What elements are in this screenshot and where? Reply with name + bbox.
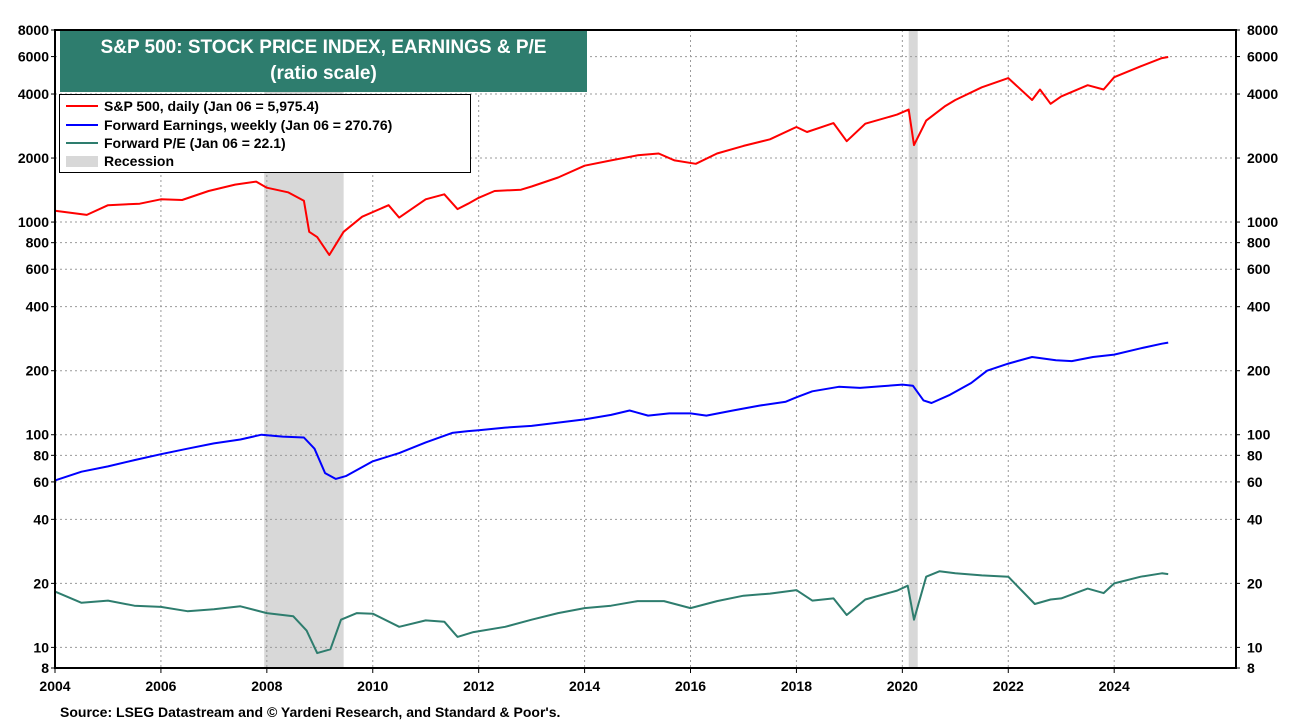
y-tick-label-right-1000: 1000 [1247,214,1278,230]
y-tick-label-right-400: 400 [1247,299,1271,315]
legend-entry-forward-earnings: Forward Earnings, weekly (Jan 06 = 270.7… [66,116,392,134]
y-tick-label-left-600: 600 [26,261,50,277]
x-tick-label-2006: 2006 [145,678,176,694]
legend-label-forward-earnings: Forward Earnings, weekly (Jan 06 = 270.7… [104,117,393,133]
legend-label-sp500: S&P 500, daily (Jan 06 = 5,975.4) [104,98,319,114]
sp500-line [54,56,1169,256]
y-tick-label-left-60: 60 [33,474,49,490]
y-tick-label-right-600: 600 [1247,261,1271,277]
y-tick-label-left-4000: 4000 [18,86,49,102]
source-note: Source: LSEG Datastream and © Yardeni Re… [60,704,561,720]
y-tick-label-right-6000: 6000 [1247,49,1278,65]
y-tick-label-left-100: 100 [26,427,50,443]
x-tick-label-2016: 2016 [675,678,706,694]
y-axis-right-ticks: 8 10 20 40 60 80 100 200 400 600 800 1000 2000 4000 60… [1236,22,1278,676]
y-tick-label-left-2000: 2000 [18,150,49,166]
legend-swatch-forward-pe [66,142,98,144]
y-tick-label-right-800: 800 [1247,235,1271,251]
chart-title-box: S&P 500: STOCK PRICE INDEX, EARNINGS & P… [60,31,587,92]
y-tick-label-right-40: 40 [1247,511,1263,527]
chart-subtitle: (ratio scale) [270,63,377,84]
y-tick-label-left-10: 10 [33,639,49,655]
forward-pe-line [54,570,1169,655]
y-tick-label-right-2000: 2000 [1247,150,1278,166]
y-tick-label-left-400: 400 [26,299,50,315]
recession-band-1 [908,30,918,668]
x-tick-label-2014: 2014 [569,678,600,694]
legend-entry-forward-pe: Forward P/E (Jan 06 = 22.1) [66,134,286,152]
y-tick-label-left-1000: 1000 [18,214,49,230]
y-tick-label-right-100: 100 [1247,427,1271,443]
x-tick-label-2008: 2008 [251,678,282,694]
y-axis-left-ticks: 8 10 20 40 60 80 100 200 400 600 800 1000 2000 4000 60… [18,22,55,676]
y-tick-label-right-200: 200 [1247,363,1271,379]
y-tick-label-left-80: 80 [33,447,49,463]
legend-label-recession: Recession [104,153,175,169]
x-tick-label-2018: 2018 [781,678,812,694]
legend-entry-sp500: S&P 500, daily (Jan 06 = 5,975.4) [66,97,319,115]
x-tick-label-2022: 2022 [993,678,1024,694]
y-tick-label-right-20: 20 [1247,575,1263,591]
plot-frame [54,29,1237,669]
legend-swatch-sp500 [66,105,98,107]
y-tick-label-left-6000: 6000 [18,49,49,65]
x-tick-label-2020: 2020 [887,678,918,694]
chart-title: S&P 500: STOCK PRICE INDEX, EARNINGS & P… [100,37,547,58]
y-tick-label-right-80: 80 [1247,447,1263,463]
legend-swatch-recession [66,155,98,167]
x-tick-label-2024: 2024 [1099,678,1130,694]
x-tick-label-2012: 2012 [463,678,494,694]
x-tick-label-2004: 2004 [39,678,70,694]
y-tick-label-left-8000: 8000 [18,22,49,38]
y-tick-label-left-200: 200 [26,363,50,379]
legend-swatch-forward-earnings [66,124,98,126]
y-tick-label-left-8: 8 [41,660,49,676]
x-tick-label-2010: 2010 [357,678,388,694]
y-tick-label-right-4000: 4000 [1247,86,1278,102]
x-axis-ticks: 2004 2006 2008 2010 2012 2014 2016 2018 2020 2022… [39,668,1130,694]
y-tick-label-right-8: 8 [1247,660,1255,676]
legend: S&P 500, daily (Jan 06 = 5,975.4) Forwar… [59,94,471,173]
y-tick-label-left-800: 800 [26,235,50,251]
forward-earnings-line [54,341,1169,482]
y-tick-label-right-10: 10 [1247,639,1263,655]
y-tick-label-right-8000: 8000 [1247,22,1278,38]
legend-label-forward-pe: Forward P/E (Jan 06 = 22.1) [104,135,286,151]
series-lines-group [54,56,1169,655]
y-tick-label-left-20: 20 [33,575,49,591]
legend-entry-recession: Recession [66,152,174,170]
y-tick-label-right-60: 60 [1247,474,1263,490]
y-tick-label-left-40: 40 [33,511,49,527]
